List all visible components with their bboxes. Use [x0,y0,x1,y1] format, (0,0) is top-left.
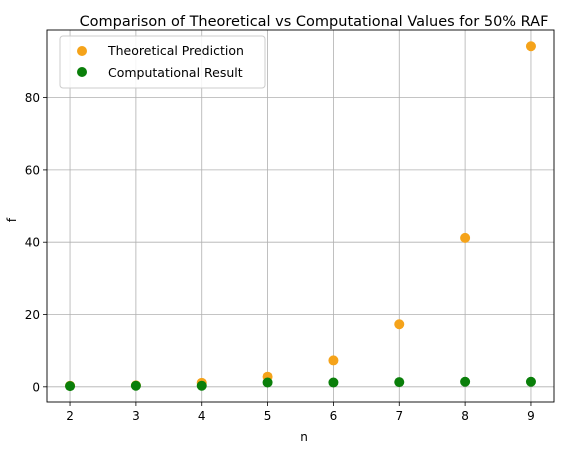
y-tick-label: 60 [25,163,40,177]
x-tick-label: 7 [395,409,403,423]
x-tick-label: 3 [132,409,140,423]
theoretical-point [328,355,339,366]
chart-title: Comparison of Theoretical vs Computation… [80,14,549,30]
computational-point [328,377,339,388]
y-tick-label: 20 [25,308,40,322]
x-tick-label: 6 [330,409,338,423]
theoretical-point [460,232,471,243]
y-axis-label: f [5,217,19,222]
plot-area-frame [46,29,555,403]
legend-box [59,35,266,89]
grid-lines [47,30,554,402]
x-axis-ticks: 2 3 4 5 6 7 8 9 [66,402,535,423]
computational-point [130,380,141,391]
computational-point [460,376,471,387]
computational-point [196,380,207,391]
x-tick-label: 9 [527,409,535,423]
computational-point [262,377,273,388]
legend-label-theoretical: Theoretical Prediction [107,43,244,58]
x-axis-label: n [300,430,308,444]
legend: Theoretical Prediction Computational Res… [59,35,266,89]
x-tick-label: 4 [198,409,206,423]
y-tick-label: 80 [25,91,40,105]
computational-point [525,376,536,387]
theoretical-point [525,41,536,52]
y-axis-ticks: 0 20 40 60 80 [25,91,47,394]
legend-marker-computational [77,67,87,77]
y-tick-label: 40 [25,236,40,250]
legend-marker-theoretical [77,46,87,56]
computational-point [394,377,405,388]
data-points [65,41,536,392]
legend-label-computational: Computational Result [108,65,243,80]
x-tick-label: 5 [264,409,272,423]
computational-point [65,381,76,392]
theoretical-point [394,319,405,330]
x-tick-label: 2 [66,409,74,423]
y-tick-label: 0 [32,380,40,394]
x-tick-label: 8 [461,409,469,423]
